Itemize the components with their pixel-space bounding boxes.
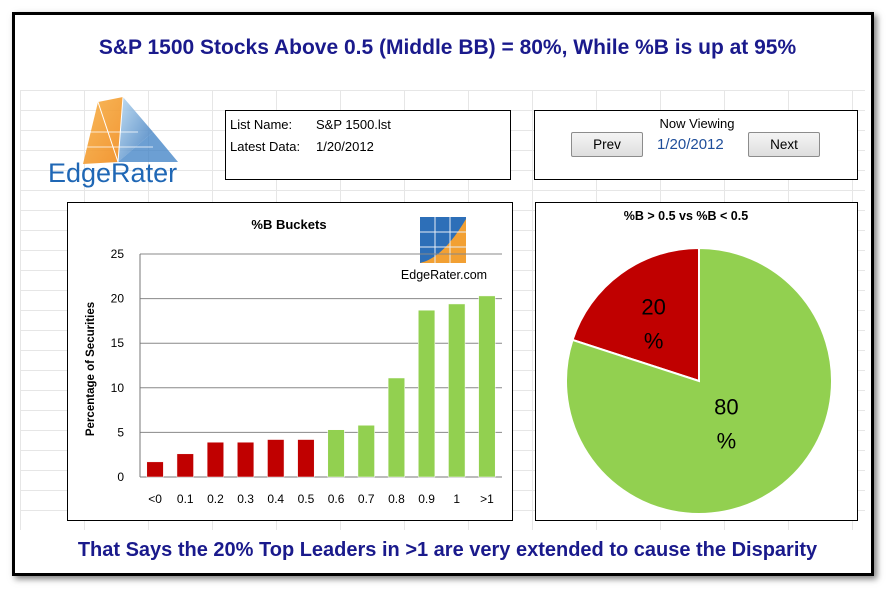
x-tick-label: 0.7 <box>358 492 375 506</box>
pie-label-value: 20 <box>641 295 665 320</box>
y-tick-label: 25 <box>111 247 125 261</box>
pie-chart-panel: %B > 0.5 vs %B < 0.5 20% 80% <box>535 202 858 521</box>
bar <box>176 453 194 478</box>
latest-data-value: 1/20/2012 <box>316 139 374 154</box>
x-tick-label: 0.5 <box>298 492 315 506</box>
x-tick-label: 0.1 <box>177 492 194 506</box>
bar-chart-title: %B Buckets <box>251 217 326 232</box>
y-axis-label: Percentage of Securities <box>85 302 97 436</box>
bar <box>327 429 345 478</box>
pie-slice <box>565 246 833 515</box>
bar <box>448 303 466 478</box>
pie-chart: %B > 0.5 vs %B < 0.5 20% 80% <box>565 209 833 515</box>
now-viewing-panel: Now Viewing Prev 1/20/2012 Next <box>534 110 858 180</box>
page-title: S&P 1500 Stocks Above 0.5 (Middle BB) = … <box>98 36 797 59</box>
pie-chart-title: %B > 0.5 vs %B < 0.5 <box>624 209 748 223</box>
bar <box>387 377 405 478</box>
current-date: 1/20/2012 <box>657 136 724 153</box>
list-name-value: S&P 1500.lst <box>316 117 391 132</box>
pie-label-unit: % <box>644 329 664 354</box>
bar <box>146 461 164 478</box>
bar-chart: %B Buckets Percentage of Securities Edge… <box>85 217 502 506</box>
bar <box>297 439 315 478</box>
bar <box>237 441 255 478</box>
x-tick-label: <0 <box>148 492 162 506</box>
watermark-text: EdgeRater.com <box>401 268 487 282</box>
footer-caption: That Says the 20% Top Leaders in >1 are … <box>77 539 818 561</box>
pie-label-value: 80 <box>714 395 738 420</box>
edgerater-logo: EdgeRater <box>48 92 218 192</box>
bar <box>206 441 224 478</box>
logo-emblem-icon <box>83 96 178 164</box>
logo-text: EdgeRater <box>48 158 178 188</box>
y-tick-label: 20 <box>111 292 125 306</box>
list-info-panel: List Name: S&P 1500.lst Latest Data: 1/2… <box>225 110 511 180</box>
prev-button[interactable]: Prev <box>571 132 643 157</box>
edgerater-watermark: EdgeRater.com <box>401 217 487 282</box>
bar <box>418 309 436 478</box>
y-tick-label: 0 <box>117 470 124 484</box>
x-tick-label: 0.9 <box>418 492 435 506</box>
x-tick-label: 0.4 <box>267 492 284 506</box>
bar <box>267 439 285 478</box>
bar <box>357 425 375 478</box>
now-viewing-heading: Now Viewing <box>659 116 735 131</box>
x-tick-label: 0.3 <box>237 492 254 506</box>
bar <box>478 295 496 478</box>
next-button[interactable]: Next <box>748 132 820 157</box>
pie-label-unit: % <box>717 429 737 454</box>
x-tick-label: 0.6 <box>328 492 345 506</box>
x-tick-label: 0.8 <box>388 492 405 506</box>
y-tick-label: 5 <box>117 425 124 439</box>
x-tick-label: 1 <box>453 492 460 506</box>
pie-slice <box>571 246 700 383</box>
list-name-label: List Name: <box>230 117 293 132</box>
bar-chart-panel: %B Buckets Percentage of Securities Edge… <box>67 202 513 521</box>
latest-data-label: Latest Data: <box>230 139 301 154</box>
x-tick-label: >1 <box>480 492 494 506</box>
x-tick-label: 0.2 <box>207 492 224 506</box>
y-tick-label: 15 <box>111 336 125 350</box>
y-tick-label: 10 <box>111 381 125 395</box>
